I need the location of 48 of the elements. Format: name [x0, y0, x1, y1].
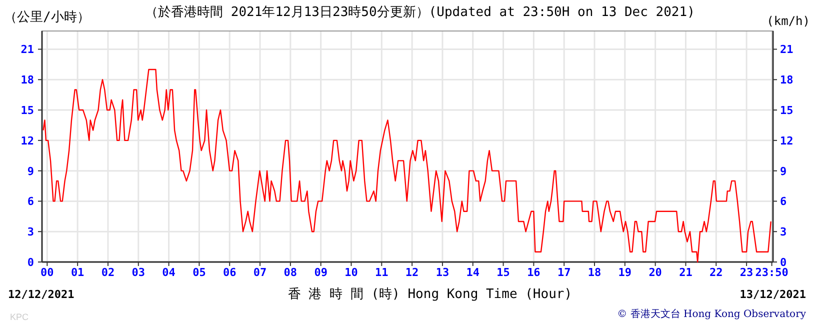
x-tick-label: 14: [466, 266, 480, 279]
x-tick-label: 11: [375, 266, 389, 279]
x-tick-label: 01: [70, 266, 85, 279]
y-tick-label: 9: [27, 164, 34, 178]
y2-tick-label: 15: [780, 104, 794, 118]
text: 13/12/2021: [740, 288, 806, 301]
y2-tick-label: 0: [780, 256, 787, 269]
x-tick-label: 07: [253, 266, 267, 279]
x-tick-label: 22: [710, 266, 723, 279]
x-tick-label: 16: [527, 266, 541, 279]
text: © 香港天文台 Hong Kong Observatory: [617, 308, 806, 320]
y-tick-label: 15: [20, 104, 34, 118]
y-tick-label: 3: [27, 226, 34, 239]
x-tick-label: 21: [679, 266, 693, 279]
y2-tick-label: 6: [780, 195, 787, 208]
x-tick-label: 00: [40, 266, 54, 279]
x-tick-label: 12: [405, 266, 419, 279]
x-axis-title: 香 港 時 間 (時) Hong Kong Time (Hour): [288, 287, 572, 302]
x-tick-label: 18: [588, 266, 602, 279]
x-tick-label: 23:50: [755, 266, 788, 279]
text: 12/12/2021: [8, 288, 75, 301]
y-tick-label: 0: [27, 256, 34, 269]
y2-tick-label: 12: [780, 134, 794, 148]
y2-tick-label: 21: [780, 43, 794, 56]
x-tick-label: 09: [314, 266, 328, 279]
y2-tick-label: 9: [780, 164, 787, 178]
x-tick-label: 04: [162, 266, 176, 279]
y-tick-label: 21: [20, 43, 34, 56]
y2-tick-label: 18: [780, 74, 794, 87]
x-tick-label: 23: [740, 266, 754, 279]
x-tick-label: 20: [648, 266, 662, 279]
x-tick-label: 17: [557, 266, 571, 279]
x-tick-label: 08: [284, 266, 298, 279]
x-tick-label: 03: [132, 266, 146, 279]
y2-tick-label: 3: [780, 226, 787, 239]
x-tick-label: 05: [192, 266, 206, 279]
y2-axis-title: (km/h): [766, 14, 810, 28]
x-tick-label: 15: [496, 266, 510, 279]
x-tick-label: 02: [101, 266, 115, 279]
x-tick-label: 06: [222, 266, 237, 279]
y-tick-label: 12: [20, 134, 34, 148]
y-tick-label: 18: [20, 74, 34, 87]
x-tick-label: 13: [436, 266, 450, 279]
chart-title: （於香港時間 2021年12月13日23時50分更新）(Updated at 23:50H on 13 Dec 2021): [145, 5, 695, 20]
y-tick-label: 6: [27, 195, 34, 208]
x-tick-label: 19: [618, 266, 632, 279]
x-tick-label: 10: [344, 266, 358, 279]
y-axis-title: （公里/小時）: [4, 10, 90, 25]
